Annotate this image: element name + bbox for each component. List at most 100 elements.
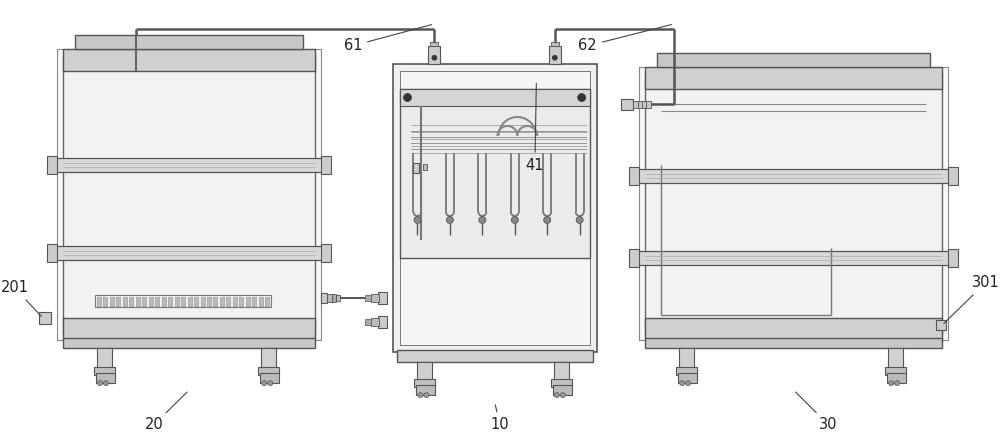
Bar bbox=[97, 296, 101, 306]
Bar bbox=[423, 164, 427, 170]
Bar bbox=[645, 339, 942, 349]
Circle shape bbox=[268, 381, 273, 386]
Bar bbox=[142, 296, 146, 306]
Circle shape bbox=[554, 393, 559, 398]
Circle shape bbox=[262, 381, 267, 386]
Bar bbox=[948, 249, 958, 267]
Bar bbox=[321, 293, 327, 302]
Circle shape bbox=[680, 381, 685, 386]
Bar bbox=[321, 156, 331, 174]
Bar bbox=[321, 244, 331, 262]
Text: 30: 30 bbox=[796, 392, 838, 432]
Circle shape bbox=[103, 381, 108, 386]
Bar bbox=[554, 362, 569, 382]
Circle shape bbox=[552, 55, 557, 60]
Bar bbox=[365, 295, 371, 300]
Bar bbox=[888, 349, 903, 370]
Bar bbox=[637, 169, 950, 183]
Bar bbox=[233, 296, 237, 306]
Bar bbox=[336, 295, 340, 300]
Bar bbox=[226, 296, 230, 306]
Bar bbox=[57, 49, 321, 340]
Bar bbox=[549, 46, 561, 64]
Text: 10: 10 bbox=[491, 405, 509, 432]
Bar bbox=[259, 296, 263, 306]
Bar bbox=[103, 296, 107, 306]
Bar bbox=[168, 296, 172, 306]
Bar bbox=[136, 296, 140, 306]
Bar bbox=[213, 296, 217, 306]
Bar bbox=[246, 296, 250, 306]
Bar bbox=[378, 292, 387, 303]
Bar bbox=[645, 72, 942, 334]
Bar bbox=[414, 379, 435, 387]
Circle shape bbox=[576, 217, 583, 224]
Bar bbox=[679, 349, 694, 370]
Bar bbox=[75, 35, 303, 49]
Bar bbox=[129, 296, 133, 306]
Bar bbox=[646, 101, 651, 108]
Bar bbox=[621, 99, 633, 111]
Bar bbox=[400, 89, 590, 258]
Text: 301: 301 bbox=[944, 275, 1000, 323]
Bar bbox=[629, 167, 639, 185]
Bar bbox=[327, 293, 332, 302]
Bar bbox=[676, 367, 697, 375]
Bar bbox=[149, 296, 153, 306]
Bar bbox=[887, 373, 906, 383]
Text: 62: 62 bbox=[578, 25, 672, 53]
Bar bbox=[94, 367, 115, 375]
Circle shape bbox=[889, 381, 894, 386]
Circle shape bbox=[446, 217, 453, 224]
Bar bbox=[63, 55, 315, 334]
Bar bbox=[47, 244, 57, 262]
Bar bbox=[553, 385, 572, 395]
Bar bbox=[645, 67, 942, 89]
Bar bbox=[116, 296, 120, 306]
Bar bbox=[96, 373, 115, 383]
Bar bbox=[416, 385, 435, 395]
Bar bbox=[645, 319, 942, 340]
Bar bbox=[252, 296, 256, 306]
Bar bbox=[265, 296, 269, 306]
Bar bbox=[642, 101, 647, 108]
Bar bbox=[629, 249, 639, 267]
Bar bbox=[201, 296, 205, 306]
Circle shape bbox=[544, 217, 551, 224]
Bar bbox=[110, 296, 114, 306]
Bar bbox=[637, 251, 950, 265]
Circle shape bbox=[418, 393, 423, 398]
Bar bbox=[261, 349, 276, 370]
Text: 201: 201 bbox=[0, 280, 41, 316]
Bar bbox=[55, 158, 323, 172]
Bar bbox=[378, 316, 387, 329]
Bar bbox=[63, 339, 315, 349]
Bar bbox=[63, 49, 315, 71]
Circle shape bbox=[414, 217, 421, 224]
Text: 61: 61 bbox=[344, 25, 432, 53]
Bar bbox=[397, 350, 593, 362]
Circle shape bbox=[98, 381, 103, 386]
Bar bbox=[47, 156, 57, 174]
Bar bbox=[188, 296, 192, 306]
Bar bbox=[400, 89, 590, 106]
Circle shape bbox=[404, 94, 411, 102]
Bar bbox=[55, 246, 323, 260]
Bar bbox=[393, 64, 597, 352]
Bar bbox=[207, 296, 211, 306]
Bar bbox=[885, 367, 906, 375]
Circle shape bbox=[686, 381, 691, 386]
Bar bbox=[97, 349, 112, 370]
Circle shape bbox=[424, 393, 429, 398]
Bar bbox=[63, 319, 315, 340]
Bar bbox=[678, 373, 697, 383]
Bar bbox=[39, 312, 51, 325]
Bar bbox=[417, 362, 432, 382]
Bar bbox=[162, 296, 166, 306]
Bar bbox=[948, 167, 958, 185]
Bar bbox=[400, 71, 590, 345]
Circle shape bbox=[578, 94, 586, 102]
Text: 41: 41 bbox=[526, 83, 544, 173]
Bar bbox=[639, 67, 948, 340]
Bar bbox=[95, 295, 271, 308]
